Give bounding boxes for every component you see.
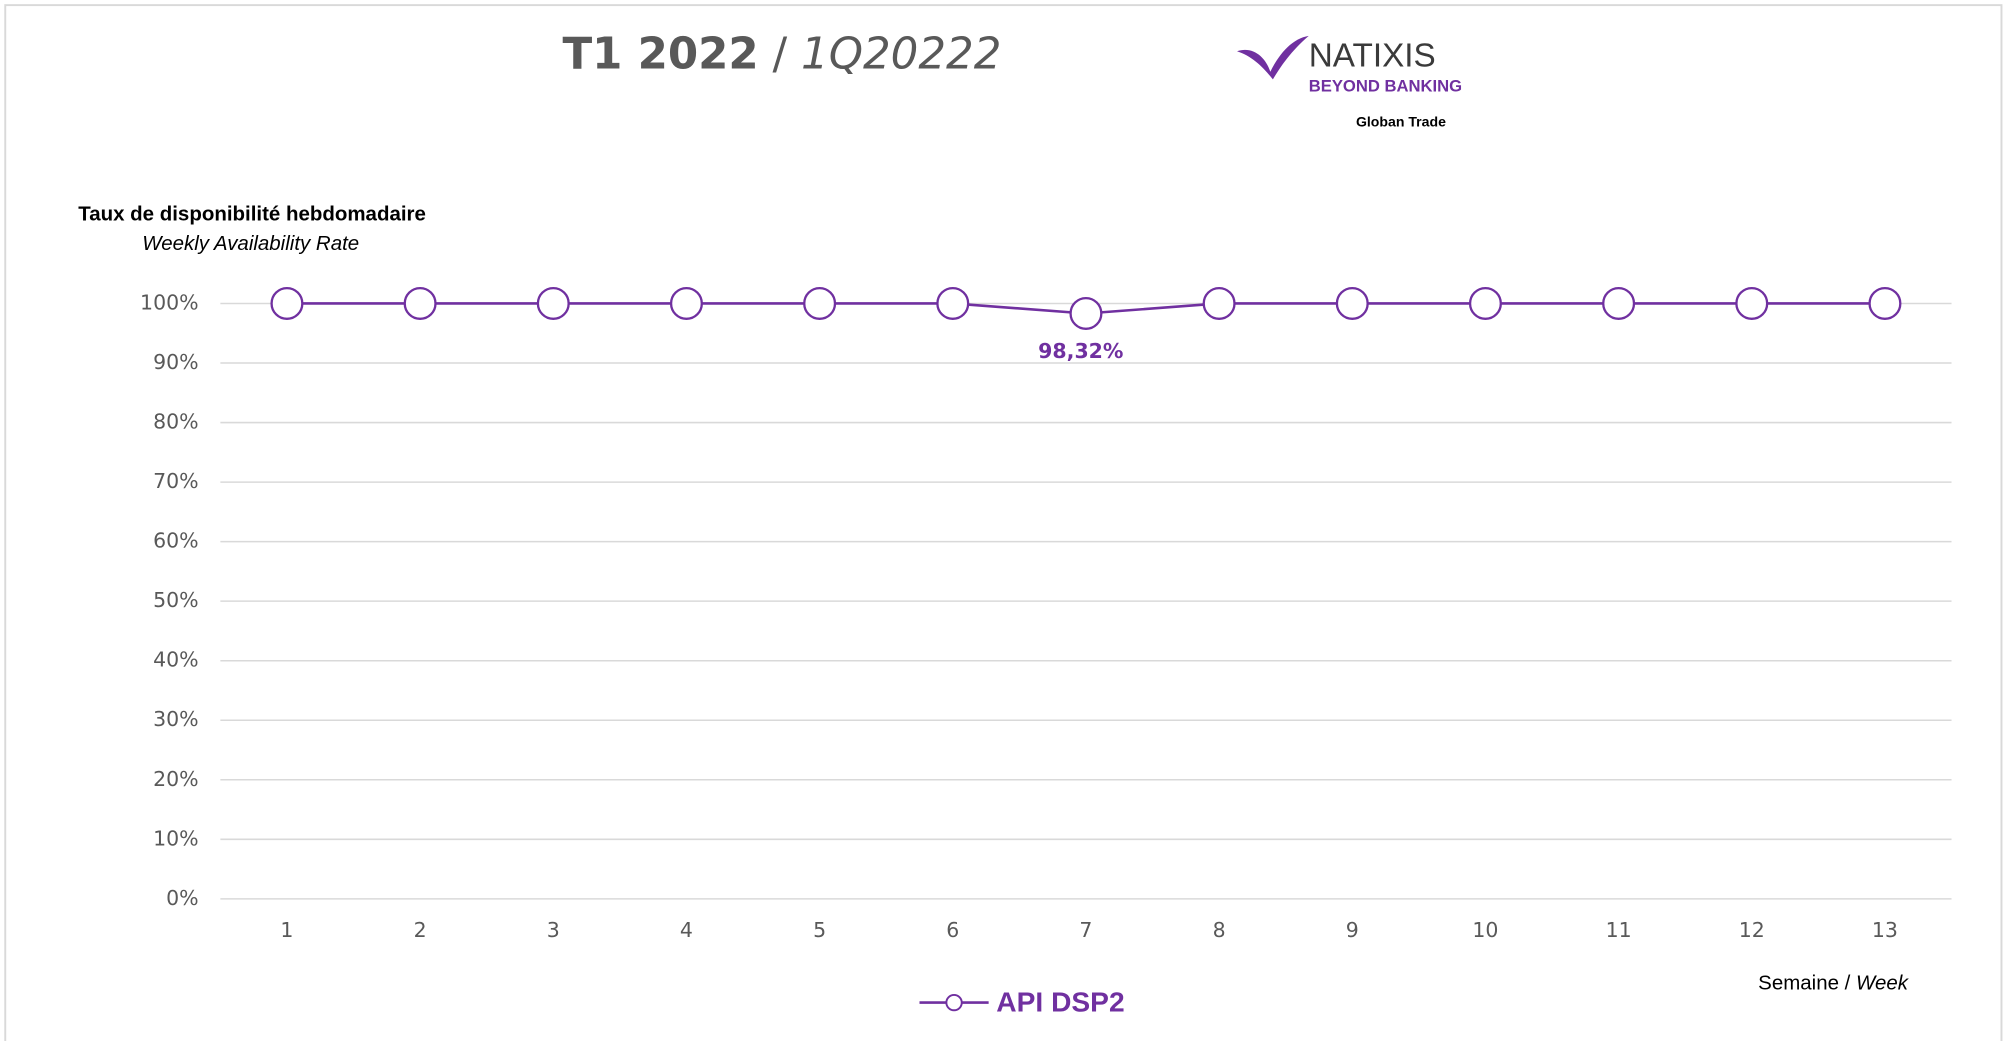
logo-caption: Globan Trade — [1356, 114, 1446, 130]
x-tick-label: 8 — [1213, 918, 1226, 942]
y-tick-label: 40% — [153, 648, 198, 672]
x-tick-label: 1 — [280, 918, 293, 942]
x-tick-label: 13 — [1872, 918, 1898, 942]
x-tick-label: 5 — [813, 918, 826, 942]
title: T1 2022 / 1Q20222 — [562, 29, 1001, 79]
data-point — [936, 286, 970, 320]
data-point — [1602, 286, 1636, 320]
y-tick-label: 80% — [153, 410, 198, 434]
y-tick-label: 70% — [153, 469, 198, 493]
data-point — [1735, 286, 1769, 320]
y-tick-label: 90% — [153, 350, 198, 374]
x-tick-label: 9 — [1346, 918, 1359, 942]
legend-label: API DSP2 — [996, 986, 1124, 1017]
x-label-en: Week — [1856, 972, 1910, 995]
y-tick-label: 60% — [153, 529, 198, 553]
frame — [4, 4, 2003, 1041]
data-point — [669, 286, 703, 320]
x-tick-label: 7 — [1079, 918, 1092, 942]
title-separator: / — [773, 29, 788, 79]
x-label: Semaine — [1758, 972, 1839, 995]
data-label: 98,32% — [1038, 339, 1123, 363]
y-tick-label: 100% — [140, 290, 199, 314]
x-tick-label: 3 — [547, 918, 560, 942]
x-axis-title: Semaine / Week — [1758, 972, 1910, 995]
x-tick-label: 2 — [414, 918, 427, 942]
y-tick-label: 10% — [153, 826, 198, 850]
logo-tagline: BEYOND BANKING — [1309, 76, 1462, 95]
x-tick-label: 4 — [680, 918, 693, 942]
y-axis-subtitle: Weekly Availability Rate — [142, 232, 359, 255]
x-label-separator: / — [1845, 972, 1851, 995]
data-point — [1868, 286, 1902, 320]
x-tick-label: 12 — [1739, 918, 1765, 942]
x-tick-label: 6 — [946, 918, 959, 942]
data-point — [270, 286, 304, 320]
data-point — [1335, 286, 1369, 320]
x-tick-label: 11 — [1606, 918, 1632, 942]
logo-mark — [1237, 35, 1309, 80]
data-point — [1468, 286, 1502, 320]
data-point — [1202, 286, 1236, 320]
x-tick-label: 10 — [1472, 918, 1498, 942]
data-point — [803, 286, 837, 320]
data-point — [1069, 296, 1103, 330]
legend-marker — [945, 993, 963, 1012]
data-point — [536, 286, 570, 320]
y-tick-label: 50% — [153, 588, 198, 612]
y-axis-title: Taux de disponibilité hebdomadaire — [78, 203, 426, 226]
title-alt: 1Q20222 — [801, 29, 1001, 79]
y-tick-label: 20% — [153, 767, 198, 791]
y-tick-label: 30% — [153, 707, 198, 731]
logo-name: NATIXIS — [1309, 37, 1436, 74]
data-point — [403, 286, 437, 320]
y-tick-label: 0% — [166, 886, 198, 910]
title-main: T1 2022 — [562, 29, 758, 79]
